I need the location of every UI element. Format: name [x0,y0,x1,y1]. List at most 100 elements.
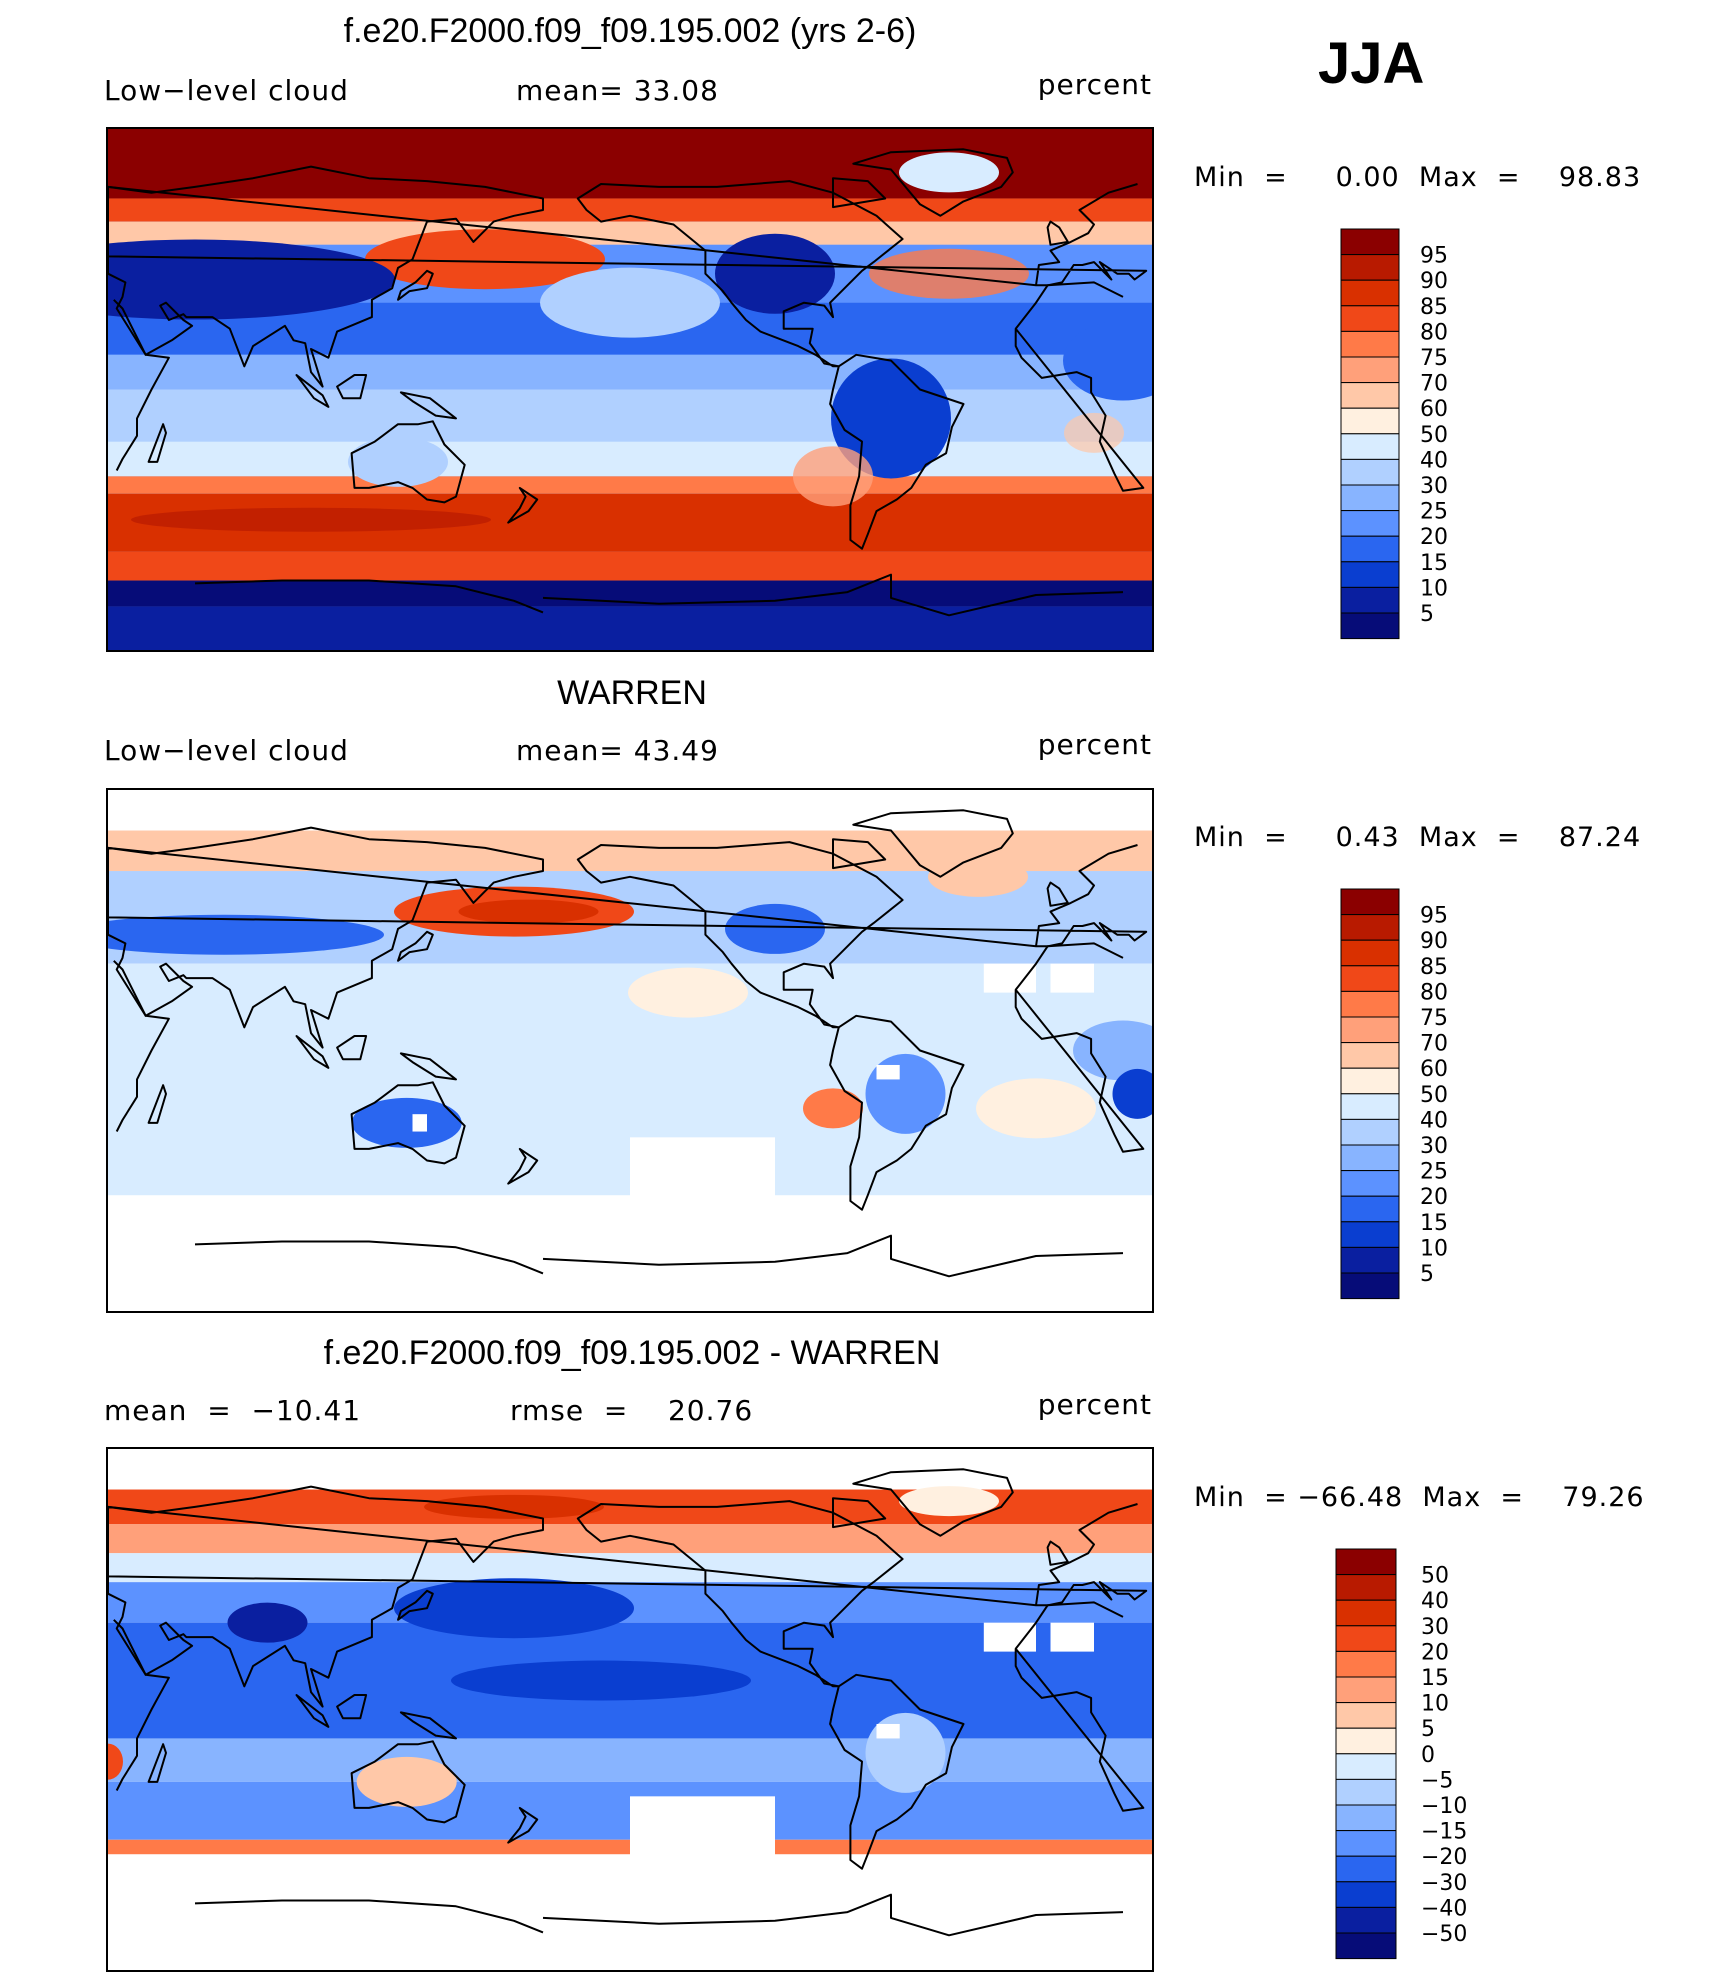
contour-field [108,1449,1152,1970]
colorbar-swatch [1340,990,1400,1018]
colorbar-tick-label: 5 [1420,602,1434,627]
colorbar-tick-label: 0 [1421,1743,1435,1768]
colorbar-tick-label: 30 [1420,1134,1448,1159]
colorbar-swatch [1340,330,1400,358]
panel-1-variable-label: Low−level cloud [104,74,349,107]
colorbar-swatch [1340,1170,1400,1197]
colorbar-swatch [1335,1855,1397,1883]
coastlines [108,1468,1148,1937]
colorbar-swatch [1340,356,1400,384]
colorbar-swatch [1335,1574,1397,1601]
colorbar-tick-label: −20 [1421,1845,1467,1870]
colorbar-tick-label: 80 [1420,320,1448,345]
colorbar-swatch [1340,1042,1400,1069]
panel-2-minmax: Min = 0.43 Max = 87.24 [1194,822,1642,853]
contour-field [108,129,1152,650]
colorbar-swatch [1335,1778,1397,1806]
colorbar-tick-label: −40 [1421,1896,1467,1921]
panel-2-mean-label: mean= 43.49 [516,734,719,767]
colorbar-swatch [1335,1599,1397,1627]
colorbar-swatch [1340,586,1400,614]
colorbar-tick-label: 5 [1421,1717,1435,1742]
panel-1-map [106,127,1154,652]
panel-3-mean-label: mean = −10.41 [104,1394,362,1427]
panel-1-title: f.e20.F2000.f09_f09.195.002 (yrs 2-6) [343,12,917,50]
colorbar-swatch [1335,1727,1397,1755]
colorbar-swatch [1340,254,1400,281]
colorbar-swatch [1340,914,1400,941]
colorbar-swatch [1340,939,1400,967]
colorbar-swatch [1335,1625,1397,1652]
colorbar-tick-label: 15 [1420,1211,1448,1236]
colorbar-swatch [1340,1093,1400,1120]
colorbar-tick-label: −15 [1421,1820,1467,1845]
colorbar-swatch [1335,1830,1397,1857]
colorbar-tick-label: 15 [1420,551,1448,576]
panel-3-rmse-label: rmse = 20.76 [510,1394,754,1427]
colorbar-swatch [1340,612,1400,640]
season-label: JJA [1318,31,1425,96]
colorbar-swatch [1340,561,1400,588]
colorbar-tick-label: 70 [1420,1032,1448,1057]
colorbar-swatch [1340,458,1400,486]
colorbar-tick-label: 30 [1420,474,1448,499]
colorbar-swatch [1335,1804,1397,1832]
panel-2-map [106,788,1154,1313]
colorbar-swatch [1340,1221,1400,1248]
colorbar-swatch [1335,1932,1397,1960]
colorbar-swatch [1340,965,1400,992]
colorbar-swatch [1340,1144,1400,1172]
colorbar-tick-label: 50 [1420,423,1448,448]
panel-2-variable-label: Low−level cloud [104,734,349,767]
panel-1-units-label: percent [1037,68,1152,101]
colorbar-swatch [1340,1067,1400,1095]
panel-1-minmax: Min = 0.00 Max = 98.83 [1194,162,1642,193]
colorbar-tick-label: 90 [1420,929,1448,954]
colorbar-swatch [1340,510,1400,537]
colorbar-swatch [1340,1118,1400,1146]
colorbar-swatch [1335,1906,1397,1934]
colorbar-tick-label: 10 [1420,576,1448,601]
panel-3-title: f.e20.F2000.f09_f09.195.002 - WARREN [323,1334,941,1372]
colorbar-tick-label: 15 [1421,1666,1449,1691]
colorbar-tick-label: 40 [1420,1108,1448,1133]
colorbar-tick-label: 70 [1420,372,1448,397]
colorbar-tick-label: 95 [1420,244,1448,269]
colorbar-swatch [1335,1650,1397,1678]
colorbar-swatch [1335,1881,1397,1908]
colorbar-tick-label: 20 [1420,525,1448,550]
colorbar-swatch [1340,888,1400,916]
colorbar-tick-label: 60 [1420,397,1448,422]
colorbar-swatch [1340,228,1400,256]
colorbar-tick-label: −5 [1421,1768,1453,1793]
colorbar-tick-label: 5 [1420,1262,1434,1287]
colorbar-tick-label: 50 [1421,1564,1449,1589]
colorbar-tick-label: 20 [1420,1185,1448,1210]
colorbar-tick-label: −30 [1421,1871,1467,1896]
colorbar-tick-label: 10 [1421,1692,1449,1717]
colorbar-tick-label: 75 [1420,346,1448,371]
panel-3-map [106,1447,1154,1972]
panel-1-mean-label: mean= 33.08 [516,74,719,107]
colorbar-swatch [1340,1016,1400,1044]
colorbar-tick-label: 10 [1420,1236,1448,1261]
colorbar-tick-label: −50 [1421,1922,1467,1947]
colorbar-tick-label: 75 [1420,1006,1448,1031]
coastlines [108,809,1148,1278]
coastlines [108,148,1148,617]
colorbar-swatch [1340,433,1400,460]
colorbar-tick-label: 20 [1421,1640,1449,1665]
colorbar-tick-label: 50 [1420,1083,1448,1108]
colorbar-swatch [1340,1272,1400,1300]
colorbar-swatch [1340,382,1400,409]
colorbar-tick-label: 25 [1420,1160,1448,1185]
colorbar-tick-label: 30 [1421,1615,1449,1640]
colorbar-tick-label: 40 [1420,448,1448,473]
colorbar-tick-label: 95 [1420,904,1448,929]
colorbar-swatch [1335,1702,1397,1729]
colorbar-swatch [1340,1246,1400,1274]
colorbar-tick-label: 40 [1421,1589,1449,1614]
